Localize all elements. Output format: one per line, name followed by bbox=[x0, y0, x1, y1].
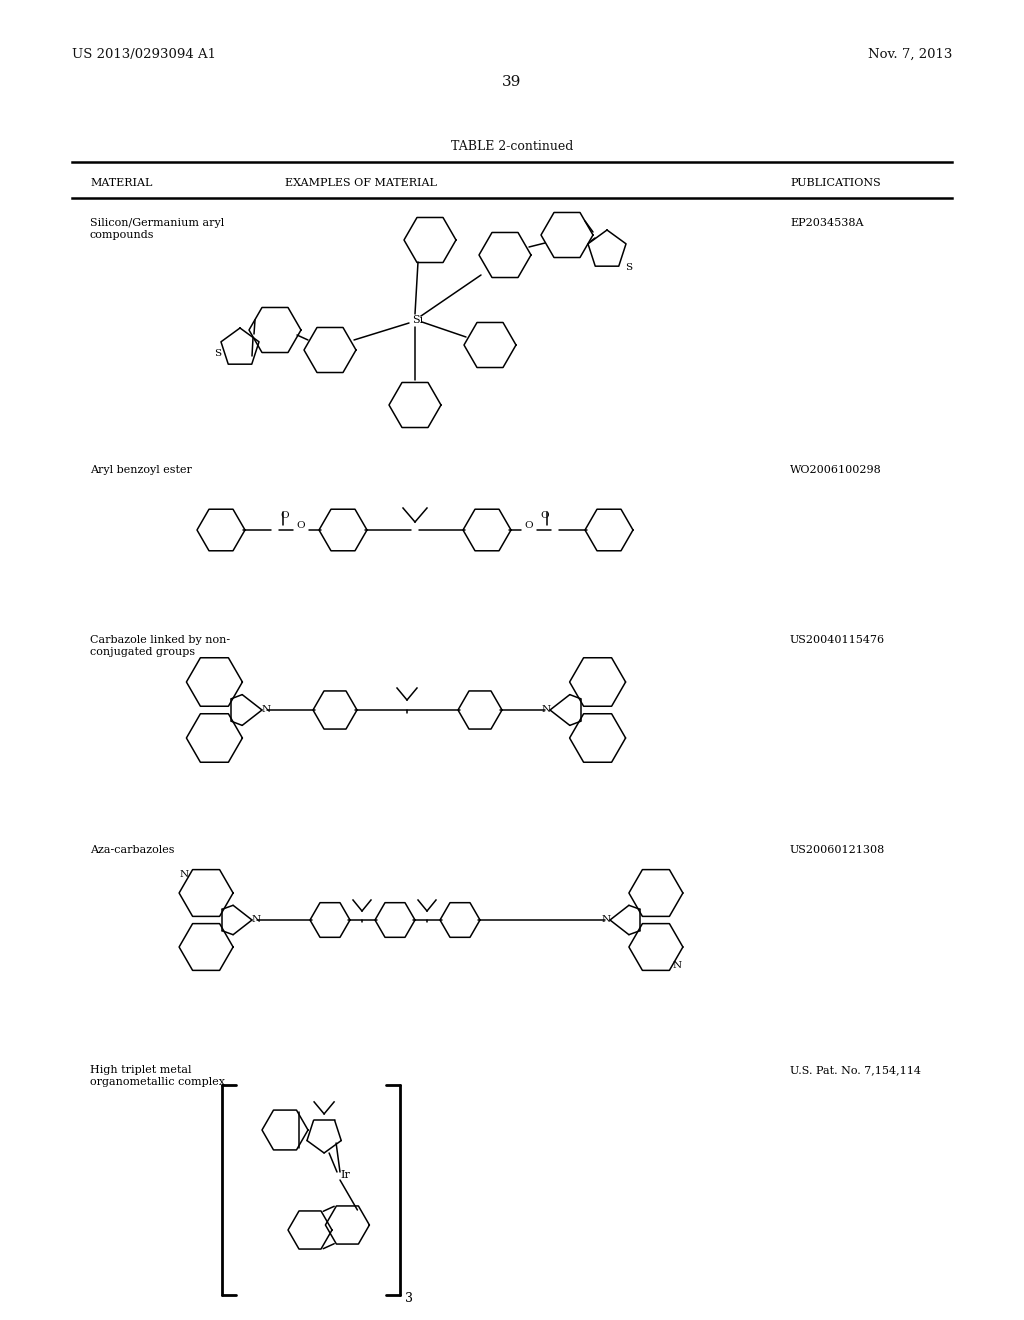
Text: PUBLICATIONS: PUBLICATIONS bbox=[790, 178, 881, 187]
Text: US20040115476: US20040115476 bbox=[790, 635, 885, 645]
Text: US 2013/0293094 A1: US 2013/0293094 A1 bbox=[72, 48, 216, 61]
Text: O: O bbox=[524, 520, 534, 529]
Text: N: N bbox=[673, 961, 682, 970]
Text: N: N bbox=[601, 916, 610, 924]
Text: MATERIAL: MATERIAL bbox=[90, 178, 153, 187]
Text: O: O bbox=[541, 511, 549, 520]
Text: Carbazole linked by non-
conjugated groups: Carbazole linked by non- conjugated grou… bbox=[90, 635, 230, 656]
Text: WO2006100298: WO2006100298 bbox=[790, 465, 882, 475]
Text: EP2034538A: EP2034538A bbox=[790, 218, 863, 228]
Text: O: O bbox=[297, 520, 305, 529]
Text: US20060121308: US20060121308 bbox=[790, 845, 886, 855]
Text: Nov. 7, 2013: Nov. 7, 2013 bbox=[867, 48, 952, 61]
Text: U.S. Pat. No. 7,154,114: U.S. Pat. No. 7,154,114 bbox=[790, 1065, 921, 1074]
Text: Ir: Ir bbox=[340, 1170, 350, 1180]
Text: TABLE 2-continued: TABLE 2-continued bbox=[451, 140, 573, 153]
Text: Si: Si bbox=[413, 315, 424, 325]
Text: EXAMPLES OF MATERIAL: EXAMPLES OF MATERIAL bbox=[285, 178, 437, 187]
Text: S: S bbox=[626, 264, 633, 272]
Text: 39: 39 bbox=[503, 75, 521, 88]
Text: High triplet metal
organometallic complex: High triplet metal organometallic comple… bbox=[90, 1065, 225, 1086]
Text: Aza-carbazoles: Aza-carbazoles bbox=[90, 845, 174, 855]
Text: 3: 3 bbox=[406, 1292, 413, 1305]
Text: N: N bbox=[180, 870, 189, 879]
Text: N: N bbox=[261, 705, 270, 714]
Text: Silicon/Germanium aryl
compounds: Silicon/Germanium aryl compounds bbox=[90, 218, 224, 240]
Text: S: S bbox=[214, 348, 221, 358]
Text: N: N bbox=[542, 705, 551, 714]
Text: O: O bbox=[281, 511, 290, 520]
Text: Aryl benzoyl ester: Aryl benzoyl ester bbox=[90, 465, 191, 475]
Text: N: N bbox=[252, 916, 260, 924]
